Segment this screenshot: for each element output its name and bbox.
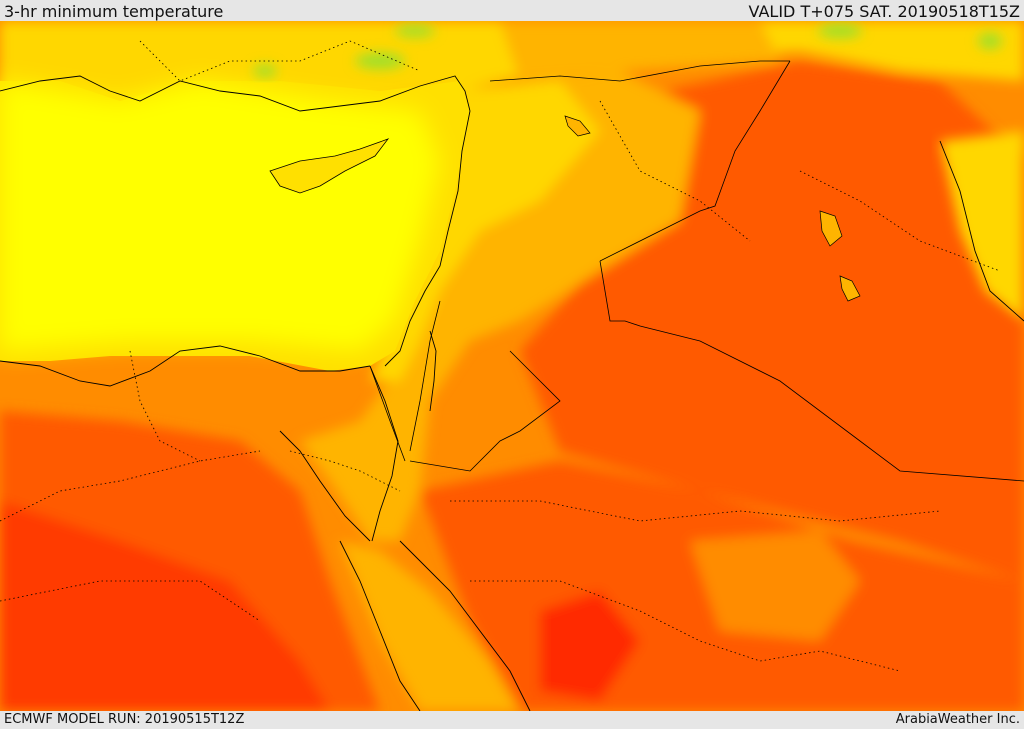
credit: ArabiaWeather Inc. <box>895 712 1020 727</box>
province-line-8 <box>129 350 201 462</box>
gulf-suez <box>279 430 371 542</box>
turkey-coast <box>0 75 471 112</box>
cold-spot-3 <box>253 65 277 77</box>
province-line-5 <box>0 580 261 622</box>
lake-assad <box>564 115 591 137</box>
province-line-9 <box>289 450 401 492</box>
cold-spot-5 <box>978 33 1002 49</box>
province-line-1 <box>139 40 421 82</box>
zone-egypt-hotter <box>0 501 330 711</box>
lake-tharthar <box>819 210 843 247</box>
redsea-west <box>339 540 421 711</box>
jordan-west-border <box>409 300 441 452</box>
footer-bar: ECMWF MODEL RUN: 20190515T12Z ArabiaWeat… <box>0 711 1024 729</box>
zone-turkey-orange <box>500 21 780 81</box>
map-title: 3-hr minimum temperature <box>4 2 224 21</box>
sinai-west-coast <box>369 365 399 542</box>
jordan-saudi-border <box>599 260 1024 482</box>
cold-spots <box>253 24 1002 77</box>
province-line-6 <box>450 500 941 522</box>
header-bar: 3-hr minimum temperature VALID T+075 SAT… <box>0 0 1024 21</box>
cold-spot-1 <box>355 53 405 69</box>
temperature-zones <box>0 21 1024 711</box>
dead-sea <box>429 330 437 412</box>
jordan-iraq-border <box>409 350 561 472</box>
egypt-coast <box>0 345 371 387</box>
zone-saudi-red <box>540 591 640 701</box>
turkey-syria-border <box>489 60 790 82</box>
temperature-map <box>0 21 1024 711</box>
mediterranean-core <box>0 81 440 351</box>
zone-redsea <box>340 541 520 711</box>
zone-coast-gold <box>370 81 600 381</box>
zone-levant-lightorange <box>300 71 700 541</box>
levant-coast <box>384 110 471 367</box>
cold-spot-2 <box>395 25 435 37</box>
province-borders <box>0 40 1001 672</box>
lakes <box>564 115 861 302</box>
model-run: ECMWF MODEL RUN: 20190515T12Z <box>4 712 245 727</box>
persian-gulf <box>940 131 1024 321</box>
zone-saudi-patch <box>690 531 860 641</box>
lake-habbaniyah <box>839 275 861 302</box>
cyprus-island <box>269 138 390 194</box>
cold-spot-4 <box>818 24 862 38</box>
valid-time: VALID T+075 SAT. 20190518T15Z <box>748 2 1020 21</box>
province-line-4 <box>0 450 261 522</box>
coastlines <box>0 75 1024 711</box>
redsea-east <box>399 540 531 711</box>
egypt-israel-border <box>369 365 406 462</box>
syria-iraq-border <box>599 60 791 262</box>
province-line-7 <box>470 580 901 672</box>
country-borders <box>369 60 1024 482</box>
gulf-coast <box>939 140 1024 322</box>
